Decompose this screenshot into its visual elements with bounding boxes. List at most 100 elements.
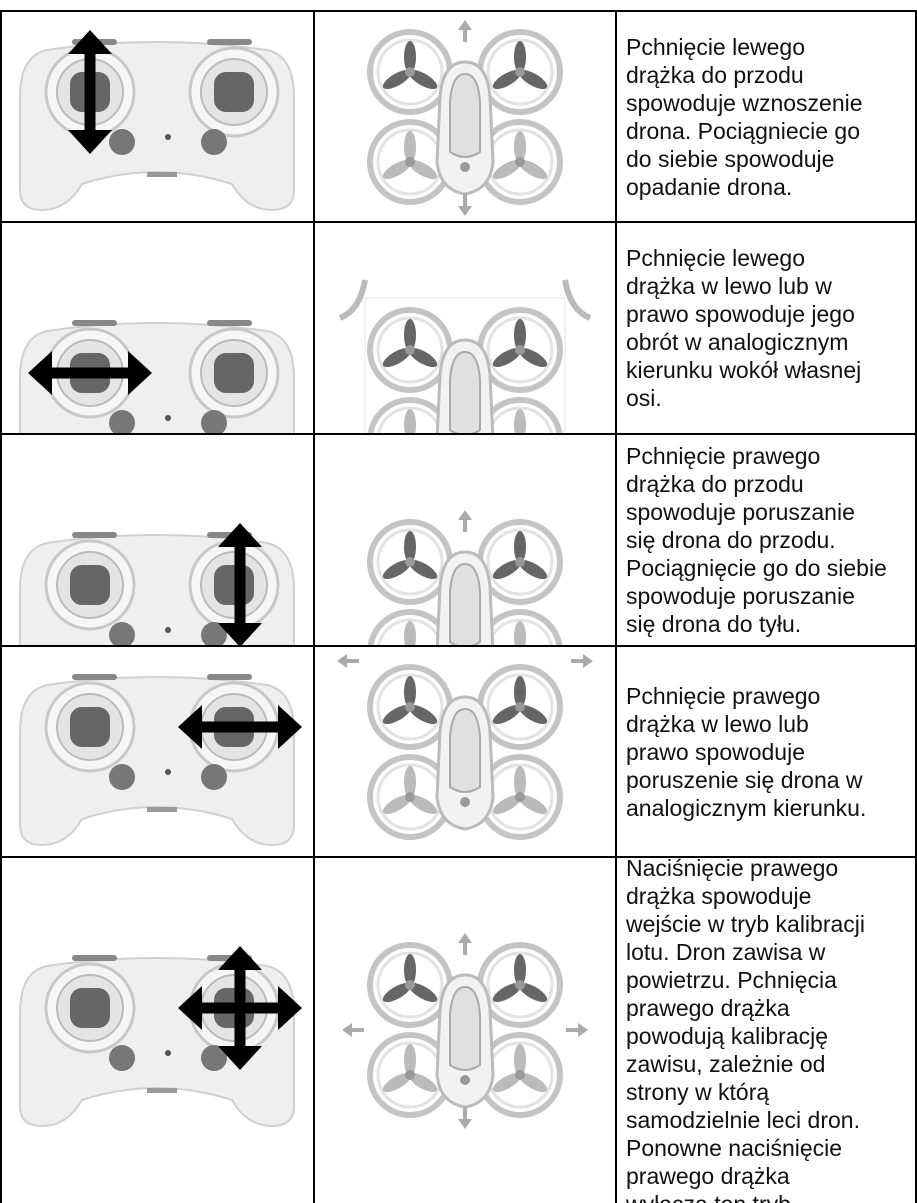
stick: [214, 565, 254, 605]
drone-image: [367, 20, 563, 216]
text-line: analogicznym kierunku.: [626, 794, 867, 821]
propeller: [404, 1044, 416, 1076]
propeller: [514, 1044, 526, 1076]
propeller: [404, 41, 416, 73]
propeller: [514, 41, 526, 73]
propeller: [492, 559, 522, 580]
propeller: [408, 347, 438, 368]
propeller: [518, 159, 548, 180]
center-dot: [165, 769, 171, 775]
instruction-text: Pchnięcie lewego drążka do przodu spowoduj…: [626, 12, 915, 221]
button: [201, 1045, 227, 1071]
propeller: [492, 982, 522, 1003]
table-row: Pchnięcie lewego drążka do przodu spowoduj…: [2, 12, 917, 223]
propeller: [518, 69, 548, 90]
drone-body: [449, 562, 481, 645]
text-line: Ponowne naciśnięcie: [626, 1135, 843, 1161]
text-line: strony w którą: [626, 1079, 770, 1105]
hub: [405, 345, 415, 355]
cell: [2, 12, 315, 221]
propeller: [408, 69, 438, 90]
hub: [515, 702, 525, 712]
text-line: prawego drążka: [626, 995, 790, 1021]
motion-arrow-head: [342, 1023, 352, 1037]
rotor-guard: [376, 951, 444, 1019]
cell: [2, 435, 315, 645]
drone-body: [449, 985, 481, 1071]
motion-arrow-head: [337, 654, 347, 668]
text-line: Naciśnięcie prawego: [626, 858, 839, 881]
center-dot: [165, 1050, 171, 1056]
propeller: [492, 159, 522, 180]
controller-image: [19, 946, 302, 1128]
controller-image: [19, 30, 295, 212]
drone-image: [338, 279, 592, 433]
shoulder: [72, 955, 117, 961]
text-line: Pchnięcie lewego: [626, 33, 806, 60]
motion-arrow-head: [458, 1119, 472, 1129]
port: [147, 1088, 177, 1093]
shoulder: [207, 320, 252, 326]
text-line: Pchnięcie prawego: [626, 443, 821, 469]
text-line: prawego drążka: [626, 1163, 790, 1189]
cell: [2, 223, 315, 433]
arrow: [68, 30, 112, 92]
hub: [405, 157, 415, 167]
shoulder: [72, 674, 117, 680]
rotor-guard: [367, 609, 453, 645]
hub: [515, 1070, 525, 1080]
text-line: samodzielnie leci dron.: [626, 1107, 860, 1133]
port: [147, 807, 177, 812]
table-row: Pchnięcie lewego drążka w lewo lub w prawo…: [2, 223, 917, 435]
text-line: drążka w lewo lub: [626, 710, 809, 737]
propeller: [382, 159, 412, 180]
text-line: prawo spowoduje jego: [626, 301, 855, 327]
rotor-guard: [477, 397, 563, 433]
text-line: wejście w tryb kalibracji: [626, 911, 866, 937]
propeller: [514, 531, 526, 563]
arrow: [218, 946, 262, 1008]
camera: [460, 797, 470, 807]
shoulder: [207, 39, 252, 45]
port: [147, 172, 177, 177]
rotation-arrow: [338, 279, 368, 321]
propeller: [518, 982, 548, 1003]
propeller: [518, 559, 548, 580]
rotor-guard: [487, 406, 553, 433]
arrow: [240, 986, 302, 1030]
propeller: [408, 559, 438, 580]
propeller: [382, 704, 412, 725]
propeller: [514, 319, 526, 351]
text-line: Pociągnięcie go do siebie: [626, 555, 887, 581]
propeller: [404, 621, 416, 645]
text-line: obrót w analogicznym: [626, 329, 849, 355]
text-line: się drona do przodu.: [626, 527, 836, 553]
button: [201, 410, 227, 433]
stick: [70, 988, 110, 1028]
arrow: [218, 585, 262, 645]
shoulder: [72, 320, 117, 326]
button: [109, 622, 135, 645]
propeller: [514, 409, 526, 433]
drone-body: [449, 72, 481, 158]
propeller: [408, 1072, 438, 1093]
cell: [2, 647, 315, 856]
table-row: Pchnięcie prawego drążka w lewo lub prawo …: [2, 647, 917, 858]
propeller: [518, 794, 548, 815]
rotor-guard: [367, 397, 453, 433]
propeller: [408, 159, 438, 180]
arrow: [218, 1008, 262, 1070]
propeller: [382, 1072, 412, 1093]
motion-arrow-head: [458, 933, 472, 943]
propeller: [514, 621, 526, 645]
instruction-text: Pchnięcie lewego drążka w lewo lub w prawo…: [626, 223, 915, 433]
hub: [515, 67, 525, 77]
motion-arrow-head: [583, 654, 593, 668]
hub: [515, 557, 525, 567]
cell: [315, 12, 617, 221]
cell: Pchnięcie lewego drążka do przodu spowoduj…: [617, 12, 917, 221]
camera: [460, 162, 470, 172]
motion-arrow-head: [458, 20, 472, 30]
hub: [515, 345, 525, 355]
stick: [70, 707, 110, 747]
